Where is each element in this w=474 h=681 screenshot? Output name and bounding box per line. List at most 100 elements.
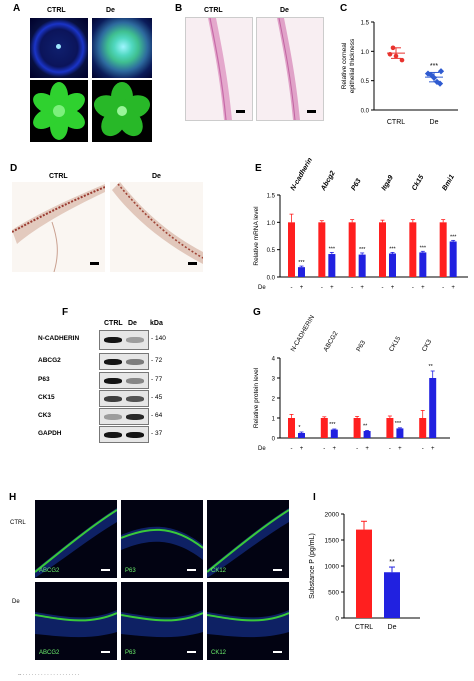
y-tick-label: 0.5 [361,79,370,85]
panel-d-col-ctrl: CTRL [49,173,68,180]
significance-label: *** [329,246,336,252]
y-tick-label: 0.0 [267,276,276,282]
x-sign: + [300,446,304,452]
chart-e: 0.0 0.5 1.0 1.5 Relative mRNA level - + *** N-ca… [253,157,468,291]
stain-label: ABCG2 [39,568,60,574]
y-tick-label: 0.0 [361,109,370,115]
data-point [433,78,441,85]
y-tick-label: 2 [272,397,276,403]
if-image: P63 [121,500,203,578]
y-tick-label: 1.5 [361,21,370,27]
blot-band [126,358,144,365]
panel-f-label: F [62,307,69,318]
y-tick-label: 1000 [325,564,340,571]
slit-lamp-de-image [92,18,152,78]
blot-kda-label: - 45 [151,393,163,401]
blot-band [126,395,144,402]
significance-label: *** [298,260,305,266]
bar [449,241,457,277]
if-image: P63 [121,582,203,660]
bar [396,428,404,438]
y-tick-label: 0 [335,616,339,623]
blot-row-label: GAPDH [38,429,62,437]
blot-band [104,431,122,438]
scale-bar [236,110,245,113]
category-label: ABCG2 [322,330,339,353]
bar [439,222,447,277]
panel-a-col-ctrl: CTRL [47,7,66,14]
y-tick-label: 2000 [325,512,340,519]
significance-label: *** [329,422,336,428]
bar [379,222,386,277]
y-tick-label: 1.0 [361,50,370,56]
category-label: P63 [350,178,362,192]
blot-row-label: N-CADHERIN [38,335,80,342]
x-sign: - [321,285,323,291]
x-sign: + [421,285,425,291]
chart-g: 0 1 2 3 4 Relative protein level - + * N-CADHERIN… [253,314,450,452]
flatmount-de-image [92,80,152,142]
x-tick-label: CTRL [355,624,373,631]
bar [386,418,394,438]
significance-label: * [298,425,301,431]
bar [288,418,295,438]
panel-b-col-de: De [280,7,289,14]
x-sign: - [442,285,444,291]
scale-bar [188,262,197,265]
y-tick-label: 3 [272,377,276,383]
scale-bar [307,110,316,113]
category-label: Itga9 [381,174,395,192]
bar [348,222,356,277]
y-tick-label: 1500 [325,538,340,545]
panel-h-label: H [9,492,17,503]
chart-i: 0 500 1000 1500 2000 Substance P (pg/mL) CTRL D… [309,512,420,631]
x-row-label: De [258,446,266,452]
bar [328,254,336,277]
bar [419,418,427,438]
blot-strip [99,390,149,407]
bar [409,222,417,277]
blot-kda-label: - 37 [151,429,163,437]
x-sign: - [351,285,353,291]
blot-band [104,337,122,343]
blot-band [104,358,122,365]
x-sign: - [382,285,384,291]
category-label: P63 [355,339,367,353]
bar [419,252,427,277]
x-sign: + [360,285,364,291]
if-image: CK12 [207,500,289,578]
significance-label: *** [430,63,438,70]
category-label: Bmi1 [441,174,456,192]
panel-h-footer: -- · · · · · · · · · · · · · · · · · · · [18,672,80,678]
x-sign: + [330,285,334,291]
panel-b-label: B [175,3,183,14]
x-sign: + [398,446,402,452]
panel-d-col-de: De [152,173,161,180]
panel-c-label: C [340,3,348,14]
y-tick-label: 500 [328,590,339,597]
data-point [393,53,399,59]
y-tick-label: 4 [272,357,276,363]
blot-band [126,337,144,343]
stain-label: P63 [125,568,136,574]
category-label: CK3 [421,338,434,353]
slit-lamp-ctrl-image [30,18,88,78]
significance-label: *** [450,234,457,240]
blot-row-label: CK3 [38,411,52,419]
blot-band [104,377,122,384]
significance-label: ** [389,559,395,566]
x-sign: - [422,446,424,452]
blot-band [104,413,122,420]
stain-label: CK12 [211,568,227,574]
blot-kda-label: - 77 [151,375,163,383]
blot-kda-label: - 72 [151,356,163,364]
blot-strip [99,372,149,389]
panel-h-row-de: De [12,599,20,605]
y-tick-label: 0.5 [267,248,276,254]
category-label: Abcg2 [320,170,337,193]
panel-h-row-ctrl: CTRL [10,520,26,526]
bar [389,253,396,277]
blot-band [126,413,144,420]
panel-f-col-ctrl: CTRL [104,320,123,327]
y-axis-label: epithelial thickness [349,38,356,93]
